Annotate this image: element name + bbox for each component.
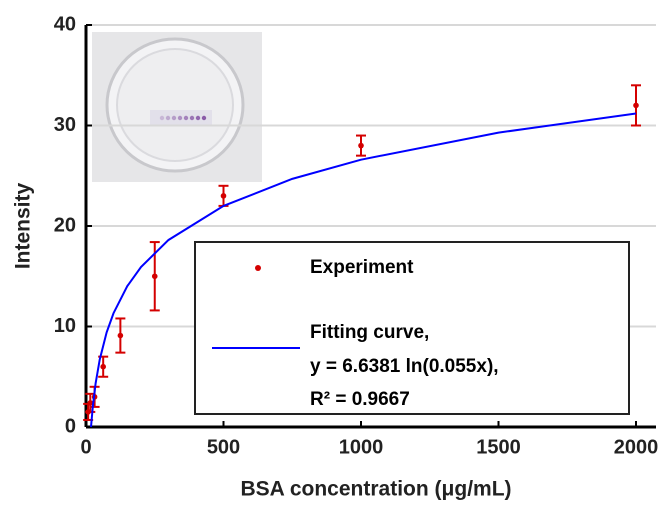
data-point	[633, 102, 639, 109]
data-point	[220, 193, 227, 199]
legend-label: Experiment	[310, 257, 414, 278]
error-point	[115, 317, 126, 354]
legend-equation: y = 6.6381 ln(0.055x),	[310, 356, 499, 377]
error-point	[218, 184, 229, 207]
error-point	[85, 392, 96, 413]
data-point	[117, 332, 124, 339]
data-point	[100, 363, 106, 370]
y-axis-title: Intensity	[12, 183, 35, 270]
data-point	[87, 400, 94, 406]
x-tick-label: 1000	[339, 436, 384, 458]
error-point	[356, 134, 366, 157]
y-tick-label: 0	[65, 415, 76, 437]
x-tick-label: 2000	[614, 436, 659, 458]
legend-r-squared: R² = 0.9667	[310, 389, 410, 410]
legend-box	[194, 241, 630, 415]
error-point	[631, 84, 641, 127]
legend-label: Fitting curve,	[310, 322, 429, 343]
legend-marker	[255, 265, 261, 271]
data-point	[358, 142, 364, 149]
y-tick-label: 10	[54, 315, 76, 337]
data-point	[151, 273, 158, 280]
x-tick-label: 0	[80, 436, 91, 458]
inset-photo	[92, 32, 262, 182]
x-tick-label: 500	[207, 436, 240, 458]
petri-dish-inner	[116, 48, 234, 162]
y-tick-label: 20	[54, 214, 76, 236]
x-axis-title: BSA concentration (μg/mL)	[240, 478, 511, 501]
sample-spots	[159, 115, 207, 121]
fit-curve	[90, 112, 637, 428]
y-tick-label: 40	[54, 13, 76, 35]
legend: Experiment Fitting curve, y = 6.6381 ln(0.…	[194, 241, 630, 415]
y-tick-label: 30	[54, 114, 76, 136]
x-tick-label: 1500	[476, 436, 521, 458]
